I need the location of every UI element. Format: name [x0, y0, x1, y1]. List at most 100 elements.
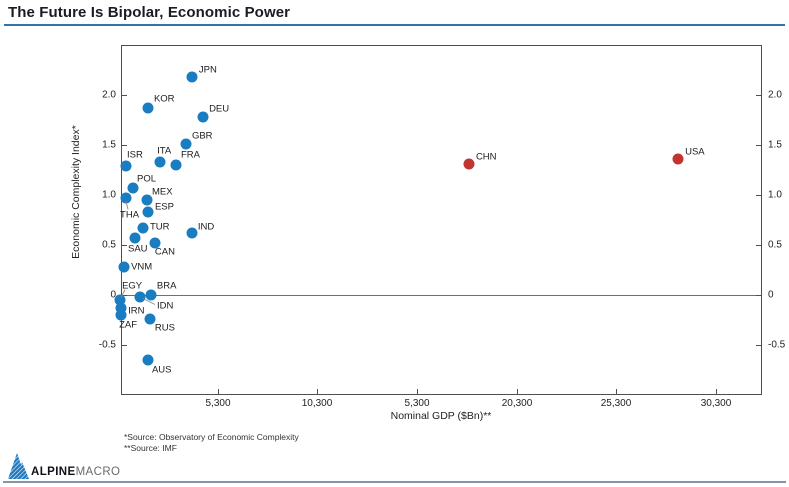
y-axis-tick-label-left-0: 2.0 — [102, 89, 116, 101]
y-axis-tick-label-right-1: 1.5 — [768, 139, 782, 151]
x-axis-tick-3 — [517, 389, 518, 394]
point-label-THA: THA — [120, 209, 140, 220]
point-KOR — [142, 102, 154, 113]
point-label-IDN: IDN — [156, 300, 174, 311]
point-label-RUS: RUS — [154, 322, 175, 333]
point-label-BRA: BRA — [156, 280, 177, 291]
logo-wordmark: ALPINEMACRO — [31, 466, 120, 478]
y-axis-tick-right-0 — [756, 95, 761, 96]
point-label-USA: USA — [685, 146, 705, 157]
y-axis-tick-label-left-2: 1.0 — [102, 189, 116, 201]
y-axis-tick-label-right-3: 0.5 — [768, 239, 782, 251]
point-label-POL: POL — [137, 173, 157, 184]
y-axis-tick-left-3 — [122, 245, 127, 246]
point-label-CAN: CAN — [154, 246, 175, 257]
point-THA — [120, 192, 132, 203]
point-label-SAU: SAU — [128, 243, 148, 254]
point-label-ITA: ITA — [157, 145, 172, 156]
point-CAN — [149, 237, 161, 248]
footnote-source-2: **Source: IMF — [124, 443, 177, 453]
source-footnotes: *Source: Observatory of Economic Complex… — [124, 432, 299, 454]
plot-area — [121, 45, 762, 395]
point-IRN — [115, 302, 127, 313]
point-MEX — [141, 194, 153, 205]
logo-text-macro: MACRO — [75, 466, 121, 478]
point-label-IRN: IRN — [128, 305, 145, 316]
point-ESP — [142, 206, 154, 217]
footnote-source-1: *Source: Observatory of Economic Complex… — [124, 432, 299, 442]
point-SAU — [129, 232, 141, 243]
y-axis-tick-right-2 — [756, 195, 761, 196]
point-label-KOR: KOR — [153, 93, 175, 104]
point-label-AUS: AUS — [151, 364, 172, 375]
point-label-IND: IND — [197, 221, 215, 232]
y-axis-tick-left-1 — [122, 145, 127, 146]
point-label-DEU: DEU — [209, 103, 230, 114]
point-label-MEX: MEX — [151, 186, 173, 197]
y-axis-tick-label-left-3: 0.5 — [102, 239, 116, 251]
point-GBR — [180, 138, 192, 149]
y-axis-tick-left-0 — [122, 95, 127, 96]
point-IDN — [134, 291, 146, 302]
point-IND — [186, 227, 198, 238]
point-BRA — [145, 289, 157, 300]
x-axis-tick-label-1: 10,300 — [301, 398, 333, 409]
title-divider — [4, 24, 785, 26]
point-DEU — [197, 111, 209, 122]
x-axis-tick-label-3: 20,300 — [501, 398, 533, 409]
x-axis-tick-5 — [716, 389, 717, 394]
point-label-CHN: CHN — [475, 151, 497, 162]
y-axis-tick-label-right-2: 1.0 — [768, 189, 782, 201]
point-TUR — [137, 222, 149, 233]
y-axis-tick-label-right-0: 2.0 — [768, 89, 782, 101]
point-RUS — [144, 313, 156, 324]
x-axis-tick-label-0: 5,300 — [205, 398, 231, 409]
x-axis-tick-label-2: 5,300 — [404, 398, 430, 409]
point-label-TUR: TUR — [149, 221, 170, 232]
x-axis-tick-1 — [317, 389, 318, 394]
x-axis-tick-0 — [218, 389, 219, 394]
x-axis-tick-4 — [616, 389, 617, 394]
footer-divider — [3, 481, 786, 483]
point-label-FRA: FRA — [181, 149, 200, 160]
point-label-EGY: EGY — [122, 280, 143, 291]
y-axis-tick-right-1 — [756, 145, 761, 146]
y-axis-tick-label-right-4: 0 — [768, 289, 774, 301]
point-label-ESP: ESP — [154, 201, 174, 212]
point-AUS — [142, 354, 154, 365]
point-POL — [127, 182, 139, 193]
point-JPN — [186, 71, 198, 82]
y-axis-tick-right-5 — [756, 345, 761, 346]
logo-text-alpine: ALPINE — [31, 466, 76, 478]
point-ISR — [120, 160, 132, 171]
x-axis-tick-label-5: 30,300 — [700, 398, 732, 409]
mountain-logo-icon — [8, 453, 29, 479]
y-axis-tick-label-left-5: -0.5 — [98, 339, 116, 351]
point-label-GBR: GBR — [191, 130, 213, 141]
point-USA — [672, 153, 684, 164]
zero-reference-line — [122, 295, 761, 296]
page-title: The Future Is Bipolar, Economic Power — [8, 4, 291, 21]
point-label-VNM: VNM — [131, 261, 153, 272]
x-axis-label: Nominal GDP ($Bn)** — [390, 410, 492, 422]
x-axis-tick-label-4: 25,300 — [600, 398, 632, 409]
x-axis-tick-2 — [417, 389, 418, 394]
point-EGY — [114, 294, 126, 305]
y-axis-tick-right-4 — [756, 295, 761, 296]
point-ITA — [154, 156, 166, 167]
point-label-JPN: JPN — [198, 64, 217, 75]
y-axis-tick-label-right-5: -0.5 — [768, 339, 786, 351]
point-VNM — [118, 261, 130, 272]
y-axis-label: Economic Complexity Index* — [70, 125, 82, 259]
point-label-ZAF: ZAF — [119, 319, 138, 330]
point-label-ISR: ISR — [127, 149, 143, 160]
alpine-macro-logo: ALPINEMACRO — [8, 453, 120, 479]
point-CHN — [463, 158, 475, 169]
point-ZAF — [115, 309, 127, 320]
point-FRA — [170, 159, 182, 170]
y-axis-tick-right-3 — [756, 245, 761, 246]
y-axis-tick-label-left-1: 1.5 — [102, 139, 116, 151]
y-axis-tick-left-5 — [122, 345, 127, 346]
y-axis-tick-label-left-4: 0 — [110, 289, 116, 301]
